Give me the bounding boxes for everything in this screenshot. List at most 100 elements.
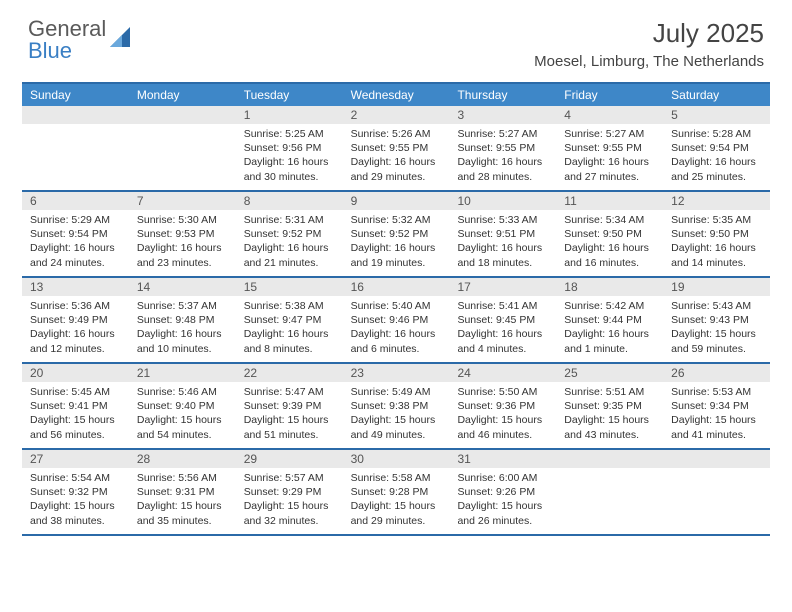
sunset-line: Sunset: 9:56 PM [244,141,335,155]
day-number: 7 [129,192,236,210]
sunrise-line: Sunrise: 5:47 AM [244,385,335,399]
daylight-line-1: Daylight: 16 hours [564,241,655,255]
sunrise-line: Sunrise: 5:45 AM [30,385,121,399]
daylight-line-1: Daylight: 16 hours [457,241,548,255]
day-content: Sunrise: 5:25 AMSunset: 9:56 PMDaylight:… [236,124,343,189]
day-content: Sunrise: 6:00 AMSunset: 9:26 PMDaylight:… [449,468,556,533]
sunset-line: Sunset: 9:40 PM [137,399,228,413]
daylight-line-1: Daylight: 16 hours [671,241,762,255]
sunrise-line: Sunrise: 5:33 AM [457,213,548,227]
sunrise-line: Sunrise: 5:27 AM [564,127,655,141]
sunrise-line: Sunrise: 5:32 AM [351,213,442,227]
day-number: 29 [236,450,343,468]
day-cell: 3Sunrise: 5:27 AMSunset: 9:55 PMDaylight… [449,106,556,190]
sunset-line: Sunset: 9:44 PM [564,313,655,327]
sunset-line: Sunset: 9:39 PM [244,399,335,413]
day-content: Sunrise: 5:51 AMSunset: 9:35 PMDaylight:… [556,382,663,447]
day-content: Sunrise: 5:38 AMSunset: 9:47 PMDaylight:… [236,296,343,361]
day-header: Wednesday [343,84,450,106]
day-cell: 27Sunrise: 5:54 AMSunset: 9:32 PMDayligh… [22,450,129,534]
daylight-line-1: Daylight: 16 hours [564,327,655,341]
day-number: 26 [663,364,770,382]
daylight-line-1: Daylight: 15 hours [137,499,228,513]
sunset-line: Sunset: 9:50 PM [564,227,655,241]
day-cell: 20Sunrise: 5:45 AMSunset: 9:41 PMDayligh… [22,364,129,448]
day-content: Sunrise: 5:31 AMSunset: 9:52 PMDaylight:… [236,210,343,275]
sunrise-line: Sunrise: 5:36 AM [30,299,121,313]
day-number: 13 [22,278,129,296]
day-number: 15 [236,278,343,296]
day-number: 8 [236,192,343,210]
sunset-line: Sunset: 9:48 PM [137,313,228,327]
day-number [663,450,770,468]
sunset-line: Sunset: 9:31 PM [137,485,228,499]
sunrise-line: Sunrise: 5:41 AM [457,299,548,313]
day-cell: 8Sunrise: 5:31 AMSunset: 9:52 PMDaylight… [236,192,343,276]
day-content: Sunrise: 5:36 AMSunset: 9:49 PMDaylight:… [22,296,129,361]
sunset-line: Sunset: 9:54 PM [671,141,762,155]
sunrise-line: Sunrise: 5:51 AM [564,385,655,399]
day-number: 12 [663,192,770,210]
day-cell: 10Sunrise: 5:33 AMSunset: 9:51 PMDayligh… [449,192,556,276]
daylight-line-1: Daylight: 15 hours [351,413,442,427]
sunset-line: Sunset: 9:51 PM [457,227,548,241]
day-content [22,124,129,132]
week-row: 20Sunrise: 5:45 AMSunset: 9:41 PMDayligh… [22,364,770,450]
day-number: 30 [343,450,450,468]
daylight-line-1: Daylight: 16 hours [457,155,548,169]
sunrise-line: Sunrise: 5:29 AM [30,213,121,227]
day-number: 23 [343,364,450,382]
daylight-line-2: and 21 minutes. [244,256,335,270]
day-content: Sunrise: 5:42 AMSunset: 9:44 PMDaylight:… [556,296,663,361]
sunset-line: Sunset: 9:55 PM [564,141,655,155]
day-number: 20 [22,364,129,382]
day-header: Sunday [22,84,129,106]
daylight-line-2: and 51 minutes. [244,428,335,442]
sunrise-line: Sunrise: 5:54 AM [30,471,121,485]
day-cell: 7Sunrise: 5:30 AMSunset: 9:53 PMDaylight… [129,192,236,276]
day-number: 22 [236,364,343,382]
daylight-line-2: and 23 minutes. [137,256,228,270]
daylight-line-2: and 24 minutes. [30,256,121,270]
sunset-line: Sunset: 9:54 PM [30,227,121,241]
day-cell: 26Sunrise: 5:53 AMSunset: 9:34 PMDayligh… [663,364,770,448]
day-cell: 22Sunrise: 5:47 AMSunset: 9:39 PMDayligh… [236,364,343,448]
day-cell: 18Sunrise: 5:42 AMSunset: 9:44 PMDayligh… [556,278,663,362]
day-cell: 16Sunrise: 5:40 AMSunset: 9:46 PMDayligh… [343,278,450,362]
daylight-line-2: and 26 minutes. [457,514,548,528]
day-number [22,106,129,124]
daylight-line-1: Daylight: 15 hours [457,499,548,513]
daylight-line-2: and 16 minutes. [564,256,655,270]
day-cell: 2Sunrise: 5:26 AMSunset: 9:55 PMDaylight… [343,106,450,190]
day-cell [663,450,770,534]
day-content: Sunrise: 5:54 AMSunset: 9:32 PMDaylight:… [22,468,129,533]
day-number: 1 [236,106,343,124]
day-number: 28 [129,450,236,468]
daylight-line-2: and 4 minutes. [457,342,548,356]
day-content: Sunrise: 5:33 AMSunset: 9:51 PMDaylight:… [449,210,556,275]
day-content: Sunrise: 5:43 AMSunset: 9:43 PMDaylight:… [663,296,770,361]
sunrise-line: Sunrise: 5:58 AM [351,471,442,485]
day-number: 19 [663,278,770,296]
daylight-line-2: and 32 minutes. [244,514,335,528]
sunrise-line: Sunrise: 6:00 AM [457,471,548,485]
day-cell: 5Sunrise: 5:28 AMSunset: 9:54 PMDaylight… [663,106,770,190]
sunset-line: Sunset: 9:26 PM [457,485,548,499]
day-content: Sunrise: 5:50 AMSunset: 9:36 PMDaylight:… [449,382,556,447]
day-header: Tuesday [236,84,343,106]
day-number: 16 [343,278,450,296]
daylight-line-2: and 43 minutes. [564,428,655,442]
day-number: 25 [556,364,663,382]
daylight-line-2: and 59 minutes. [671,342,762,356]
calendar: SundayMondayTuesdayWednesdayThursdayFrid… [22,82,770,536]
day-cell: 13Sunrise: 5:36 AMSunset: 9:49 PMDayligh… [22,278,129,362]
daylight-line-1: Daylight: 16 hours [244,327,335,341]
sunrise-line: Sunrise: 5:46 AM [137,385,228,399]
sunset-line: Sunset: 9:36 PM [457,399,548,413]
day-content: Sunrise: 5:27 AMSunset: 9:55 PMDaylight:… [556,124,663,189]
daylight-line-2: and 10 minutes. [137,342,228,356]
week-row: 13Sunrise: 5:36 AMSunset: 9:49 PMDayligh… [22,278,770,364]
day-number: 11 [556,192,663,210]
sunrise-line: Sunrise: 5:42 AM [564,299,655,313]
day-cell: 24Sunrise: 5:50 AMSunset: 9:36 PMDayligh… [449,364,556,448]
